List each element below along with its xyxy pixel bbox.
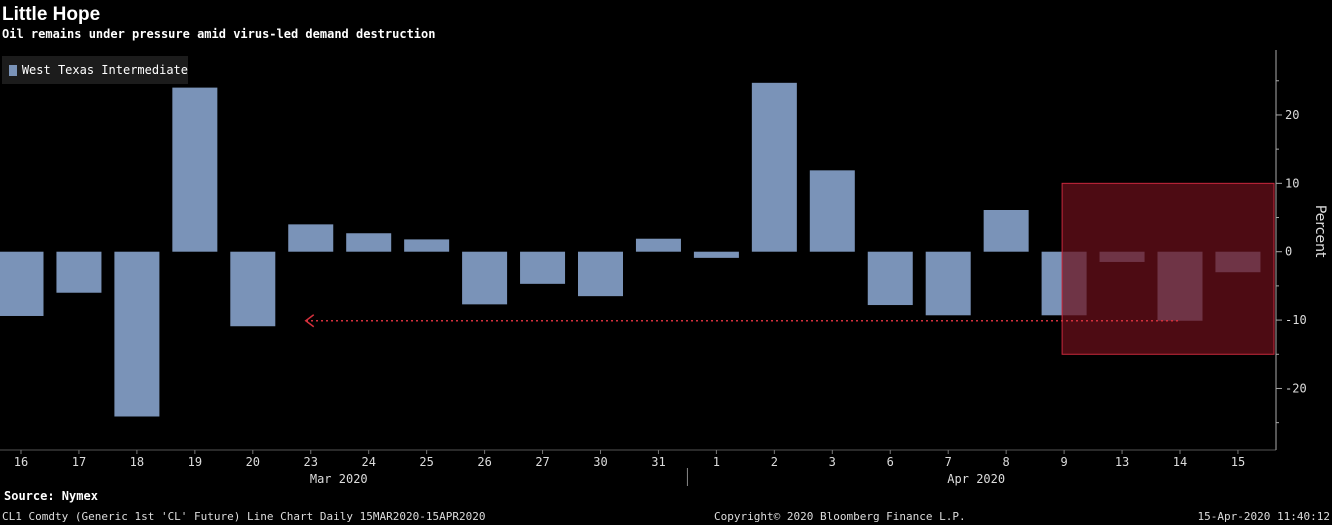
x-tick-label: 27 (535, 455, 549, 469)
highlight-overlay (304, 182, 1275, 355)
x-tick-label: 17 (72, 455, 86, 469)
x-tick-label: 24 (361, 455, 375, 469)
x-tick-label: 6 (887, 455, 894, 469)
x-tick-label: 2 (771, 455, 778, 469)
bar-1 (693, 251, 739, 258)
y-tick-label: 20 (1285, 108, 1299, 122)
bar-23 (288, 224, 334, 252)
legend: West Texas Intermediate (2, 56, 188, 84)
x-tick-label: 31 (651, 455, 665, 469)
bar-26 (462, 251, 508, 305)
x-tick-label: 23 (304, 455, 318, 469)
bar-17 (56, 251, 102, 293)
bar-3 (809, 170, 855, 252)
x-tick-label: 3 (829, 455, 836, 469)
x-tick-label: 20 (246, 455, 260, 469)
bar-18 (114, 251, 160, 417)
bar-2 (751, 82, 797, 252)
y-tick-label: 10 (1285, 176, 1299, 190)
highlight-box (1061, 182, 1275, 355)
x-tick-label: 1 (713, 455, 720, 469)
x-month-label: Apr 2020 (947, 472, 1005, 486)
chart-title: Little Hope (2, 4, 101, 25)
x-tick-label: 8 (1003, 455, 1010, 469)
x-tick-label: 16 (14, 455, 28, 469)
x-tick-label: 9 (1060, 455, 1067, 469)
chart-subtitle: Oil remains under pressure amid virus-le… (2, 27, 436, 41)
legend-label: West Texas Intermediate (21, 63, 188, 77)
bar-27 (520, 251, 566, 284)
bar-16 (0, 251, 44, 316)
x-tick-label: 14 (1173, 455, 1187, 469)
bar-6 (867, 251, 913, 306)
bar-30 (578, 251, 623, 297)
x-tick-label: 30 (593, 455, 607, 469)
bar-31 (635, 238, 681, 252)
x-tick-label: 15 (1231, 455, 1245, 469)
x-month-label: Mar 2020 (310, 472, 368, 486)
x-tick-label: 13 (1115, 455, 1129, 469)
x-tick-label: 25 (419, 455, 433, 469)
x-axis: 16 17 18 19 20 23 24 25 26 27 30 31 1 2 3 6 7 8 9 13 14 15Mar… (0, 449, 1276, 486)
bar-8 (983, 210, 1029, 252)
footer-description: CL1 Comdty (Generic 1st 'CL' Future) Lin… (2, 510, 486, 523)
x-tick-label: 19 (188, 455, 202, 469)
bar-7 (925, 251, 971, 316)
footer-copyright: Copyright© 2020 Bloomberg Finance L.P. (714, 510, 966, 523)
y-tick-label: -10 (1285, 313, 1307, 327)
bar-19 (172, 87, 218, 252)
y-axis: -20 -10 0 10 20 Percent (1275, 50, 1328, 450)
y-tick-label: -20 (1285, 381, 1307, 395)
x-tick-label: 7 (945, 455, 952, 469)
y-tick-label: 0 (1285, 245, 1292, 259)
arrow-head (304, 314, 315, 328)
footer-timestamp: 15-Apr-2020 11:40:12 (1197, 510, 1330, 523)
bar-20 (230, 251, 276, 327)
x-tick-label: 18 (130, 455, 144, 469)
y-axis-title: Percent (1312, 205, 1328, 258)
bar-24 (346, 233, 392, 252)
legend-swatch (9, 64, 17, 76)
source-note: Source: Nymex (4, 489, 98, 503)
bar-25 (404, 239, 450, 252)
x-tick-label: 26 (477, 455, 491, 469)
